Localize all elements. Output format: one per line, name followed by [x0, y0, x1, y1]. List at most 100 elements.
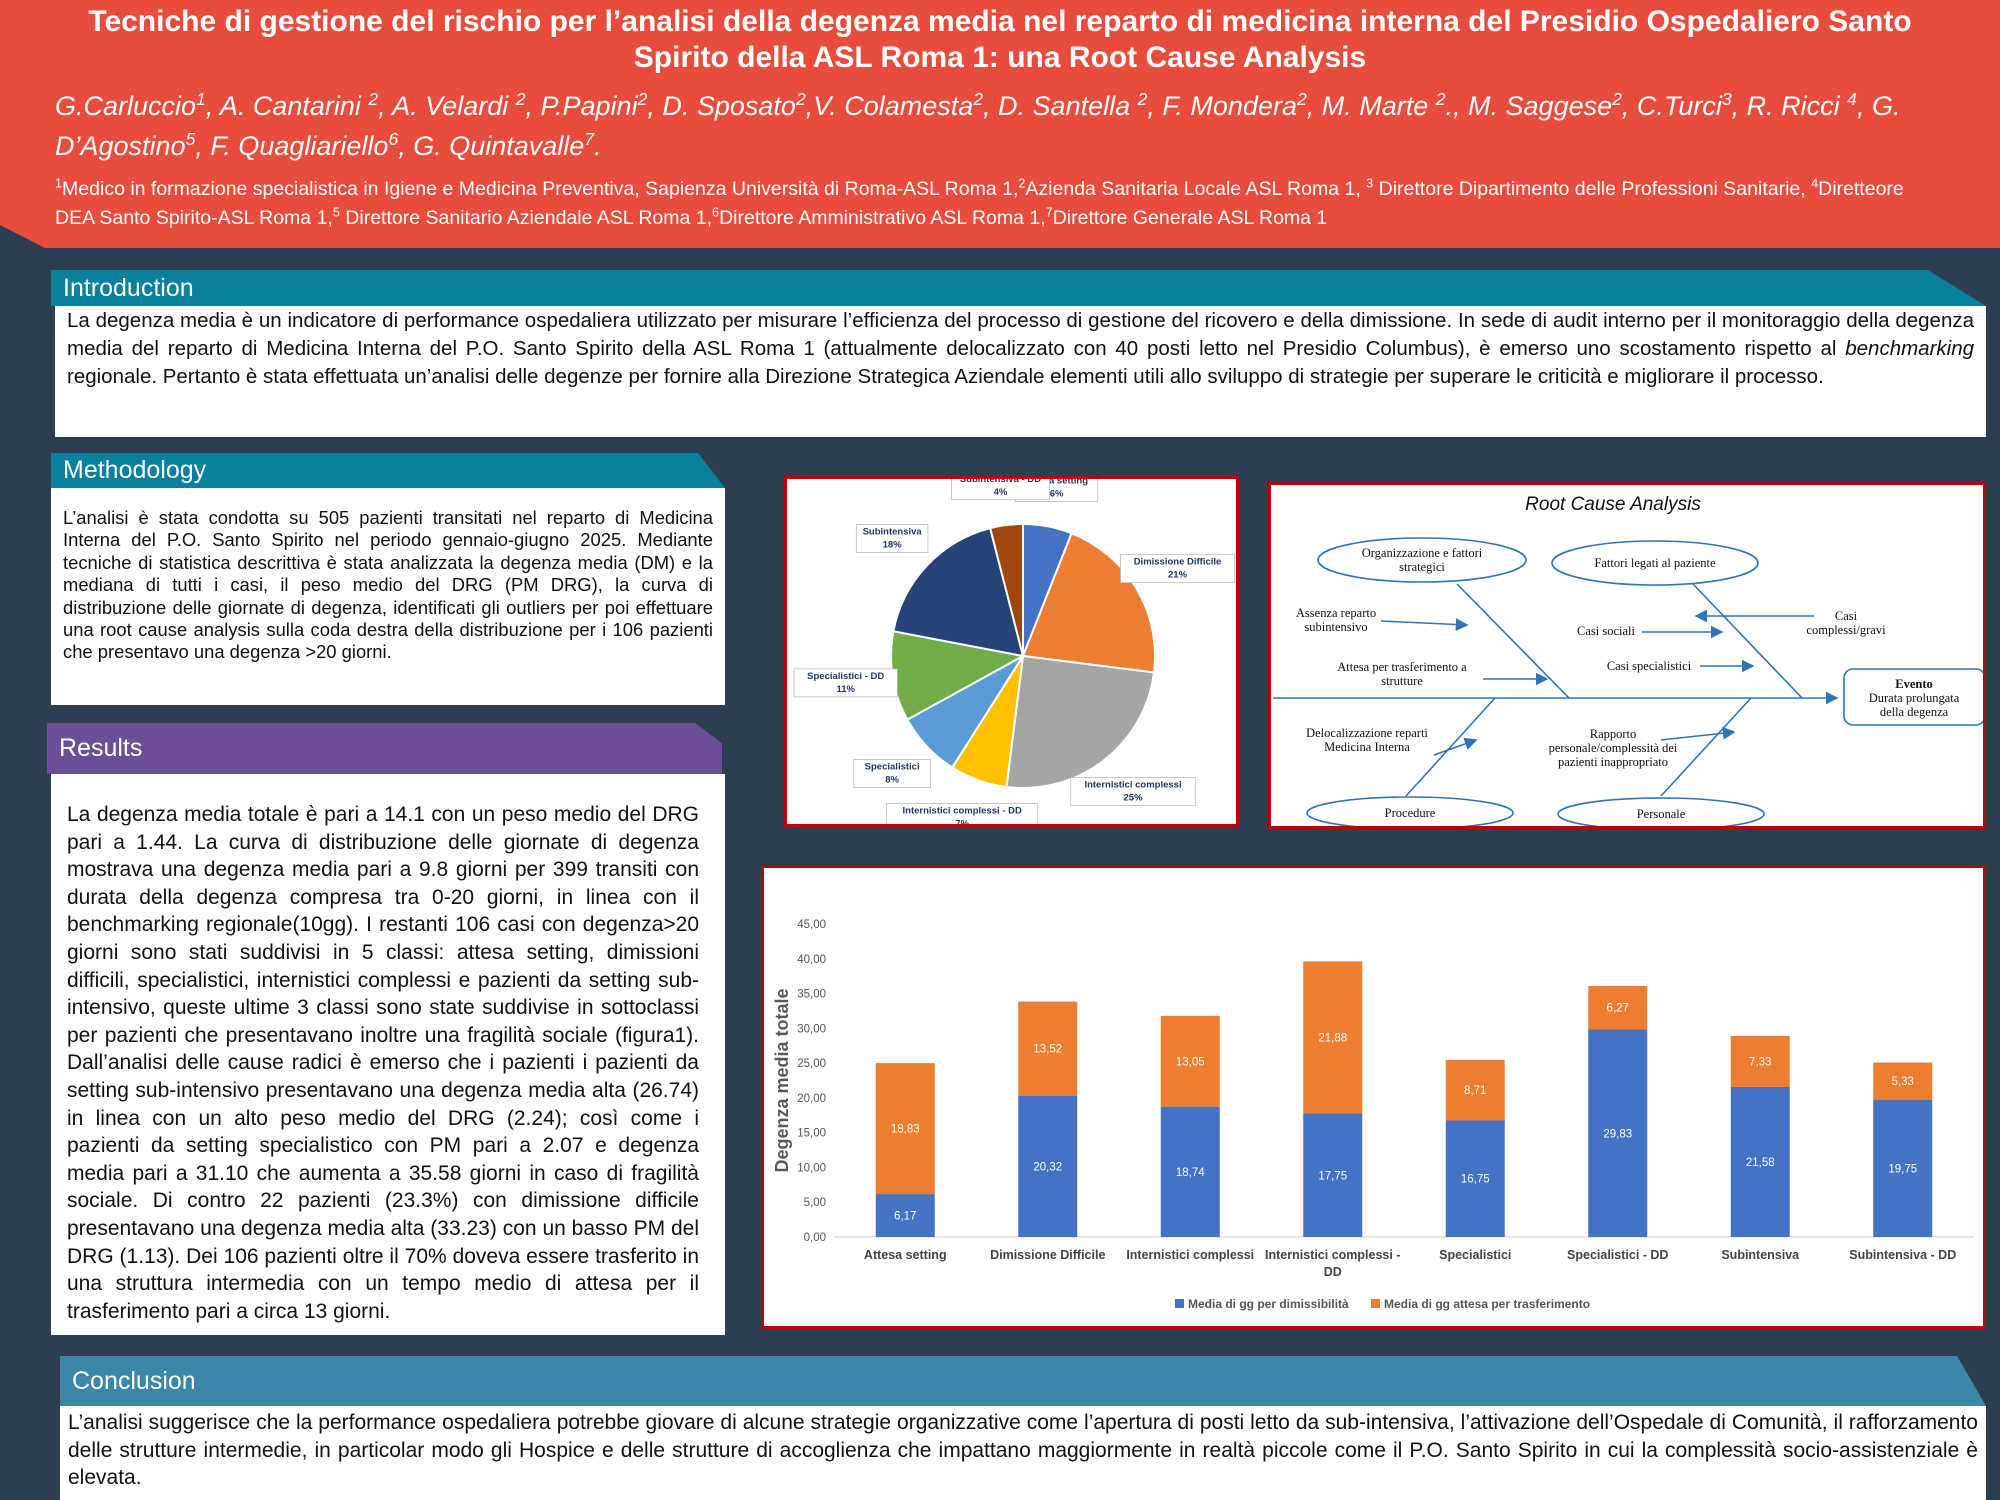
label-box	[1070, 777, 1196, 806]
superscript: 7	[584, 129, 595, 149]
diagram-lines	[1273, 537, 1983, 826]
text-run: La degenza media totale è pari a 14.1 co…	[67, 803, 699, 1323]
bar-segment	[1445, 1120, 1505, 1237]
section-header: Conclusion	[60, 1356, 1986, 1406]
y-tick-label: 35,00	[797, 989, 826, 1001]
cause-label: Casi sociali	[1577, 624, 1635, 638]
superscript: 2	[1296, 89, 1307, 109]
bone	[1456, 583, 1570, 699]
value-label: 29,83	[1603, 1128, 1632, 1140]
y-tick-label: 5,00	[804, 1197, 826, 1209]
value-label: 17,75	[1318, 1170, 1347, 1182]
bar-segment	[1588, 1029, 1648, 1237]
superscript: 2	[1435, 89, 1446, 109]
slice-value-label: 18%	[883, 540, 903, 551]
bone	[1692, 583, 1803, 699]
value-label: 6,17	[894, 1211, 916, 1223]
results-text: La degenza media totale è pari a 14.1 co…	[51, 774, 725, 1335]
superscript: 2	[795, 89, 806, 109]
bar-segment	[1018, 1095, 1078, 1237]
superscript: 2	[1137, 89, 1148, 109]
value-label: 7,33	[1749, 1056, 1771, 1068]
y-tick-label: 15,00	[797, 1128, 826, 1140]
x-tick-label: Subintensiva - DD	[1849, 1248, 1957, 1262]
bar-segment	[1873, 1062, 1933, 1100]
text-run: , A. Cantarini	[205, 91, 369, 121]
pie-slice	[892, 526, 1025, 658]
event-box	[1843, 668, 1983, 726]
slice-label: Specialistici - DD	[807, 671, 884, 682]
y-tick-label: 25,00	[797, 1058, 826, 1070]
legend-label: Media di gg attesa per trasferimento	[1384, 1297, 1590, 1311]
pie-slice	[1021, 531, 1156, 674]
superscript: 1	[196, 89, 206, 109]
value-label: 19,75	[1888, 1163, 1917, 1175]
category-label: Fattori legati al paziente	[1594, 556, 1716, 570]
superscript: 2	[1018, 176, 1026, 191]
slice-value-label: 4%	[994, 487, 1008, 498]
slice-label: Internistici complessi - DD	[903, 805, 1022, 816]
y-tick-label: 40,00	[797, 954, 826, 966]
bone	[1660, 697, 1752, 797]
pie-slice	[1005, 654, 1156, 789]
slice-value-label: 21%	[1168, 570, 1188, 581]
event-text: Durata prolungata della degenza	[1868, 691, 1960, 719]
cause-label: Attesa per trasferimento a strutture	[1337, 660, 1467, 688]
category-ellipse	[1557, 797, 1765, 826]
value-label: 21,58	[1746, 1157, 1775, 1169]
y-tick-label: 0,00	[804, 1232, 826, 1244]
y-tick-label: 30,00	[797, 1023, 826, 1035]
x-tick-label: Attesa setting	[863, 1248, 947, 1262]
bar-segment	[1018, 1001, 1078, 1096]
category-ellipse	[1551, 540, 1759, 586]
superscript: 5	[185, 129, 196, 149]
text-run: , R. Ricci	[1731, 91, 1848, 121]
text-run: G.Carluccio	[55, 91, 197, 121]
slice-label: Subintensiva	[863, 527, 923, 538]
legend-swatch	[1371, 1299, 1380, 1308]
category-label: Procedure	[1384, 806, 1436, 820]
superscript: 4	[1811, 176, 1819, 191]
cause-label: Rapporto personale/complessità dei pazie…	[1548, 727, 1678, 769]
superscript: 3	[1366, 176, 1374, 191]
label-box	[855, 524, 929, 553]
slice-value-label: 8%	[885, 774, 899, 785]
text-run: L’analisi è stata condotta su 505 pazien…	[63, 507, 713, 663]
slice-value-label: 25%	[1124, 793, 1144, 804]
text-run: Direttore Amministrativo ASL Roma 1,	[719, 207, 1046, 229]
bar-segment	[875, 1063, 935, 1195]
superscript: 2	[515, 89, 526, 109]
arrow	[1660, 726, 1736, 741]
value-label: 13,05	[1176, 1056, 1205, 1068]
value-label: 8,71	[1464, 1085, 1486, 1097]
label-box	[793, 668, 898, 698]
superscript: 7	[1045, 205, 1053, 220]
superscript: 2	[1612, 89, 1622, 109]
superscript: 6	[388, 129, 399, 149]
label-box	[1120, 554, 1235, 584]
text-run: , F. Quagliariello	[195, 131, 389, 161]
text-run: benchmarking	[1845, 337, 1974, 360]
text-run: Diretteore DEA Santo Spirito-ASL Roma 1,	[55, 178, 1904, 229]
category-ellipse	[1317, 537, 1527, 583]
pie-slice	[988, 522, 1024, 657]
slice-value-label: 7%	[955, 818, 969, 824]
affiliations: 1Medico in formazione specialistica in I…	[55, 175, 1935, 233]
label-box	[853, 759, 931, 788]
text-run: , F. Mondera	[1147, 91, 1297, 121]
bar-svg: 0,00 5,00 10,00 15,00 20,00 25,00 30,00 35,00 40…	[772, 919, 1974, 1311]
slice-value-label: 6%	[1050, 488, 1064, 499]
superscript: 5	[332, 205, 340, 220]
slice-label: Specialistici	[865, 761, 920, 772]
text-run: Direttore Sanitario Aziendale ASL Roma 1…	[339, 207, 713, 229]
bar-segment	[875, 1194, 935, 1237]
bar-segment	[1730, 1086, 1790, 1237]
slice-label: Internistici complessi	[1084, 780, 1181, 791]
methodology-text: L’analisi è stata condotta su 505 pazien…	[51, 488, 725, 705]
section-header: Methodology	[51, 453, 725, 488]
text-run: La degenza media è un indicatore di perf…	[67, 309, 1974, 360]
superscript: 2	[973, 89, 984, 109]
x-tick-label: Internistici complessi - DD	[1265, 1248, 1401, 1279]
value-label: 18,83	[891, 1124, 920, 1136]
superscript: 2	[637, 89, 648, 109]
